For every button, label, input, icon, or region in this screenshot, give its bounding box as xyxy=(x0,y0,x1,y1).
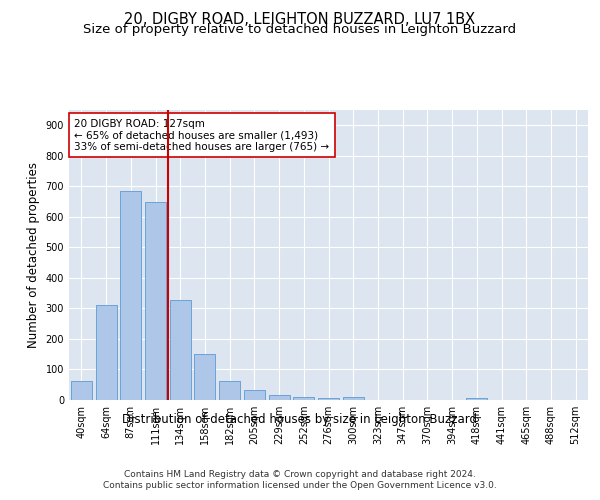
Text: 20, DIGBY ROAD, LEIGHTON BUZZARD, LU7 1BX: 20, DIGBY ROAD, LEIGHTON BUZZARD, LU7 1B… xyxy=(124,12,476,28)
Bar xyxy=(244,390,265,400)
Bar xyxy=(145,202,166,400)
Bar xyxy=(219,381,240,400)
Text: Contains HM Land Registry data © Crown copyright and database right 2024.: Contains HM Land Registry data © Crown c… xyxy=(124,470,476,479)
Bar xyxy=(194,354,215,400)
Bar xyxy=(318,398,339,400)
Bar xyxy=(71,381,92,400)
Bar xyxy=(170,300,191,400)
Bar xyxy=(120,191,141,400)
Text: 20 DIGBY ROAD: 127sqm
← 65% of detached houses are smaller (1,493)
33% of semi-d: 20 DIGBY ROAD: 127sqm ← 65% of detached … xyxy=(74,118,329,152)
Bar xyxy=(293,397,314,400)
Bar xyxy=(466,398,487,400)
Y-axis label: Number of detached properties: Number of detached properties xyxy=(27,162,40,348)
Text: Contains public sector information licensed under the Open Government Licence v3: Contains public sector information licen… xyxy=(103,481,497,490)
Bar xyxy=(95,306,116,400)
Bar xyxy=(343,397,364,400)
Text: Distribution of detached houses by size in Leighton Buzzard: Distribution of detached houses by size … xyxy=(122,412,478,426)
Text: Size of property relative to detached houses in Leighton Buzzard: Size of property relative to detached ho… xyxy=(83,22,517,36)
Bar xyxy=(269,394,290,400)
